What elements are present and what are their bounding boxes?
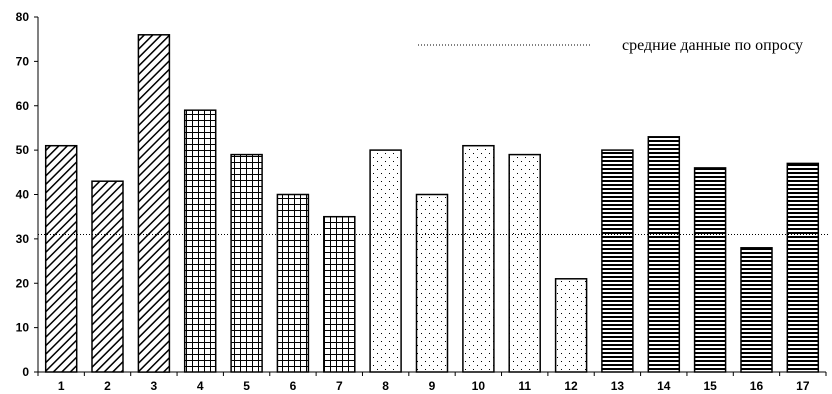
y-tick-label: 0 (22, 365, 29, 379)
y-tick-label: 40 (16, 188, 30, 202)
bar (415, 193, 449, 373)
x-axis: 1 2 3 4 5 6 7 8 9 10 11 12 13 14 15 16 17 (37, 371, 827, 393)
bar (786, 162, 820, 373)
x-tick-label: 7 (336, 379, 343, 393)
x-tick-label: 1 (58, 379, 65, 393)
y-tick-label: 10 (16, 321, 30, 335)
y-tick-label: 30 (16, 232, 30, 246)
y-tick-label: 60 (16, 99, 30, 113)
y-tick-label: 70 (16, 54, 30, 68)
x-tick-label: 6 (290, 379, 297, 393)
x-tick-label: 8 (382, 379, 389, 393)
x-tick-label: 17 (796, 379, 810, 393)
y-tick-label: 20 (16, 276, 30, 290)
x-tick-label: 14 (657, 379, 671, 393)
x-tick-label: 10 (472, 379, 486, 393)
bar (601, 149, 634, 373)
x-tick-label: 11 (518, 379, 531, 393)
x-tick-label: 16 (750, 379, 764, 393)
legend: средние данные по опросу (418, 37, 803, 54)
legend-label: средние данные по опросу (622, 37, 803, 54)
bars-group (44, 34, 820, 373)
x-tick-label: 12 (564, 379, 578, 393)
bar (276, 193, 310, 373)
bar (462, 144, 495, 373)
bar (183, 109, 217, 373)
x-tick-label: 3 (151, 379, 158, 393)
bar (554, 278, 588, 373)
y-tick-label: 50 (16, 143, 30, 157)
y-axis: 0 10 20 30 40 50 60 70 80 (16, 10, 39, 379)
bar (508, 153, 541, 373)
x-tick-label: 15 (703, 379, 717, 393)
bar (647, 136, 681, 373)
x-tick-label: 5 (243, 379, 250, 393)
bar (44, 144, 78, 373)
x-tick-label: 2 (104, 379, 111, 393)
bar (91, 180, 124, 373)
x-tick-label: 9 (429, 379, 436, 393)
bar (323, 215, 356, 373)
bar (137, 34, 171, 373)
bar (740, 247, 773, 373)
bar (230, 153, 263, 373)
x-tick-label: 4 (197, 379, 204, 393)
y-tick-label: 80 (16, 10, 30, 24)
x-tick-label: 13 (611, 379, 625, 393)
bar (693, 167, 727, 373)
bar (369, 149, 402, 373)
